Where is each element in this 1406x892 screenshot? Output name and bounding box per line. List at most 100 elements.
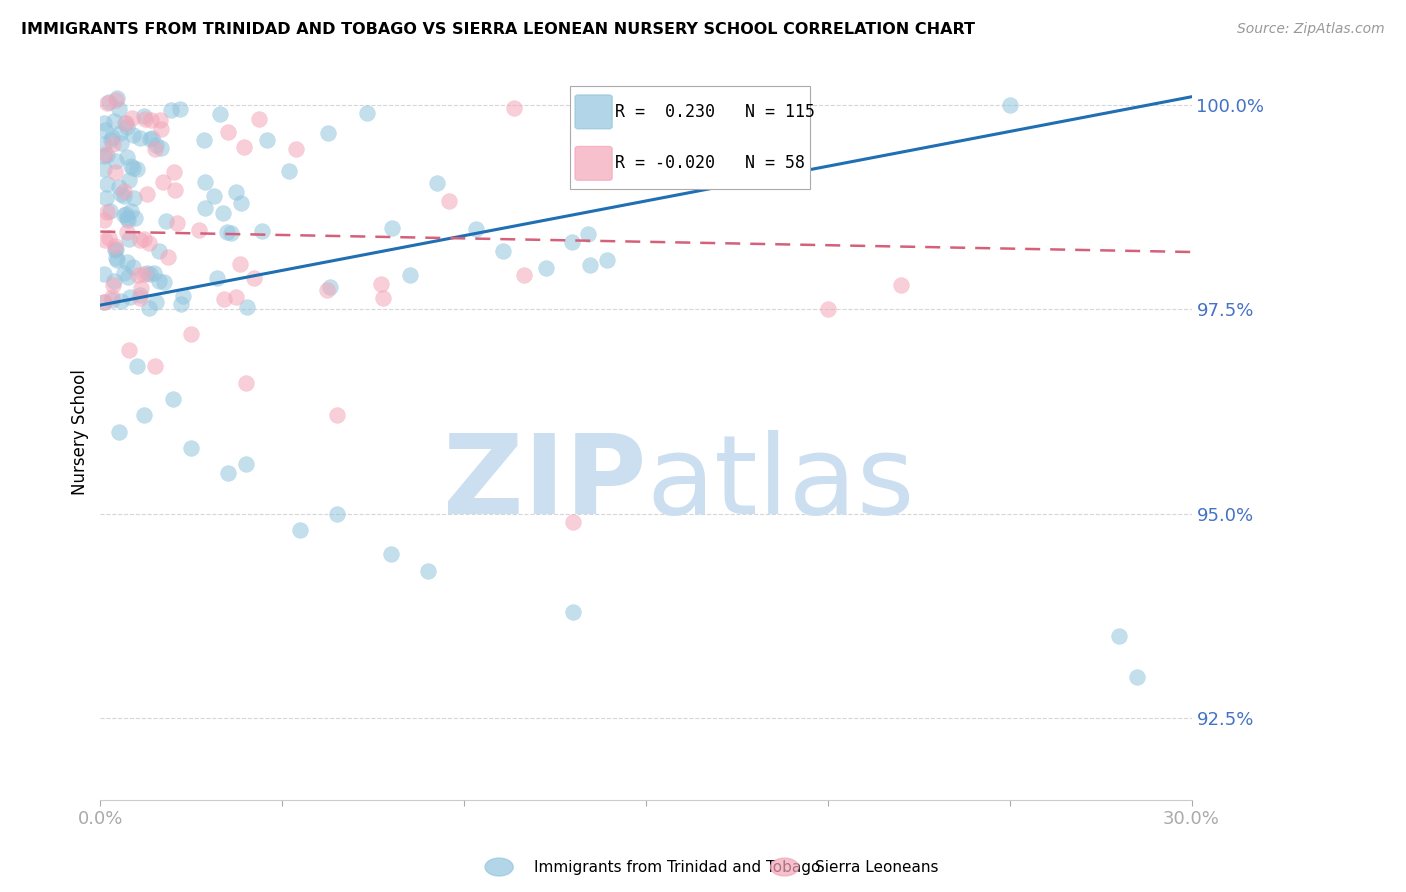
Point	[101, 293, 124, 307]
Point	[112, 189, 135, 203]
Point	[326, 409, 349, 423]
Point	[96, 177, 118, 191]
Point	[93, 267, 115, 281]
Point	[117, 213, 139, 227]
Point	[579, 259, 602, 273]
Point	[284, 142, 307, 156]
Point	[194, 175, 217, 189]
Point	[145, 295, 167, 310]
Point	[370, 277, 392, 291]
Point	[121, 111, 143, 125]
Point	[145, 137, 167, 152]
Point	[129, 287, 152, 301]
Text: R = -0.020   N = 58: R = -0.020 N = 58	[616, 154, 806, 172]
Point	[247, 112, 270, 126]
Point	[426, 176, 449, 190]
Point	[143, 267, 166, 281]
Point	[205, 271, 228, 285]
Point	[125, 359, 148, 374]
Point	[416, 564, 439, 578]
Point	[319, 279, 342, 293]
Point	[136, 266, 159, 280]
Point	[93, 294, 115, 309]
Point	[132, 409, 155, 423]
Text: atlas: atlas	[645, 430, 914, 537]
Point	[103, 274, 125, 288]
Point	[235, 376, 257, 390]
Point	[128, 233, 150, 247]
Point	[194, 201, 217, 215]
Point	[114, 116, 136, 130]
Point	[356, 106, 378, 120]
Point	[437, 194, 460, 209]
Point	[138, 301, 160, 315]
FancyBboxPatch shape	[569, 87, 810, 189]
Point	[229, 256, 252, 270]
Point	[122, 191, 145, 205]
Point	[93, 116, 115, 130]
Point	[380, 547, 402, 561]
Point	[141, 130, 163, 145]
Point	[561, 235, 583, 249]
Point	[492, 244, 515, 258]
Point	[107, 425, 129, 439]
Point	[143, 142, 166, 156]
Point	[290, 523, 312, 537]
Point	[107, 91, 129, 105]
Text: R =  0.230   N = 115: R = 0.230 N = 115	[616, 103, 815, 120]
Point	[256, 133, 278, 147]
Point	[193, 133, 215, 147]
Point	[129, 281, 152, 295]
Point	[562, 515, 585, 529]
Point	[149, 141, 172, 155]
Point	[163, 165, 186, 179]
Point	[315, 283, 337, 297]
Point	[381, 221, 404, 235]
Point	[149, 112, 172, 127]
Point	[166, 216, 188, 230]
Text: ZIP: ZIP	[443, 430, 645, 537]
Point	[112, 266, 135, 280]
Point	[136, 186, 159, 201]
Point	[150, 122, 173, 136]
Point	[110, 187, 132, 202]
Point	[121, 128, 143, 142]
Point	[101, 277, 124, 292]
Point	[219, 227, 242, 241]
Point	[217, 466, 239, 480]
Point	[371, 291, 394, 305]
Point	[110, 126, 132, 140]
Point	[115, 120, 138, 135]
Point	[326, 507, 349, 521]
Point	[96, 147, 118, 161]
Point	[153, 275, 176, 289]
Point	[156, 250, 179, 264]
Point	[172, 288, 194, 302]
Point	[103, 113, 125, 128]
Point	[120, 159, 142, 173]
Point	[105, 253, 128, 268]
Point	[93, 146, 115, 161]
Point	[464, 222, 486, 236]
Point	[217, 125, 239, 139]
Point	[107, 103, 129, 117]
Point	[169, 102, 191, 116]
Point	[93, 149, 115, 163]
Point	[225, 290, 247, 304]
Point	[117, 211, 139, 226]
Point	[242, 270, 264, 285]
Point	[134, 109, 156, 123]
Text: Immigrants from Trinidad and Tobago: Immigrants from Trinidad and Tobago	[534, 860, 821, 874]
Point	[139, 267, 162, 281]
Point	[215, 226, 238, 240]
Point	[105, 93, 128, 107]
Point	[208, 107, 231, 121]
Point	[96, 205, 118, 219]
Point	[118, 173, 141, 187]
Point	[115, 254, 138, 268]
Point	[534, 261, 557, 276]
Point	[163, 183, 186, 197]
Text: IMMIGRANTS FROM TRINIDAD AND TOBAGO VS SIERRA LEONEAN NURSERY SCHOOL CORRELATION: IMMIGRANTS FROM TRINIDAD AND TOBAGO VS S…	[21, 22, 976, 37]
Point	[138, 236, 160, 251]
Point	[117, 270, 139, 285]
